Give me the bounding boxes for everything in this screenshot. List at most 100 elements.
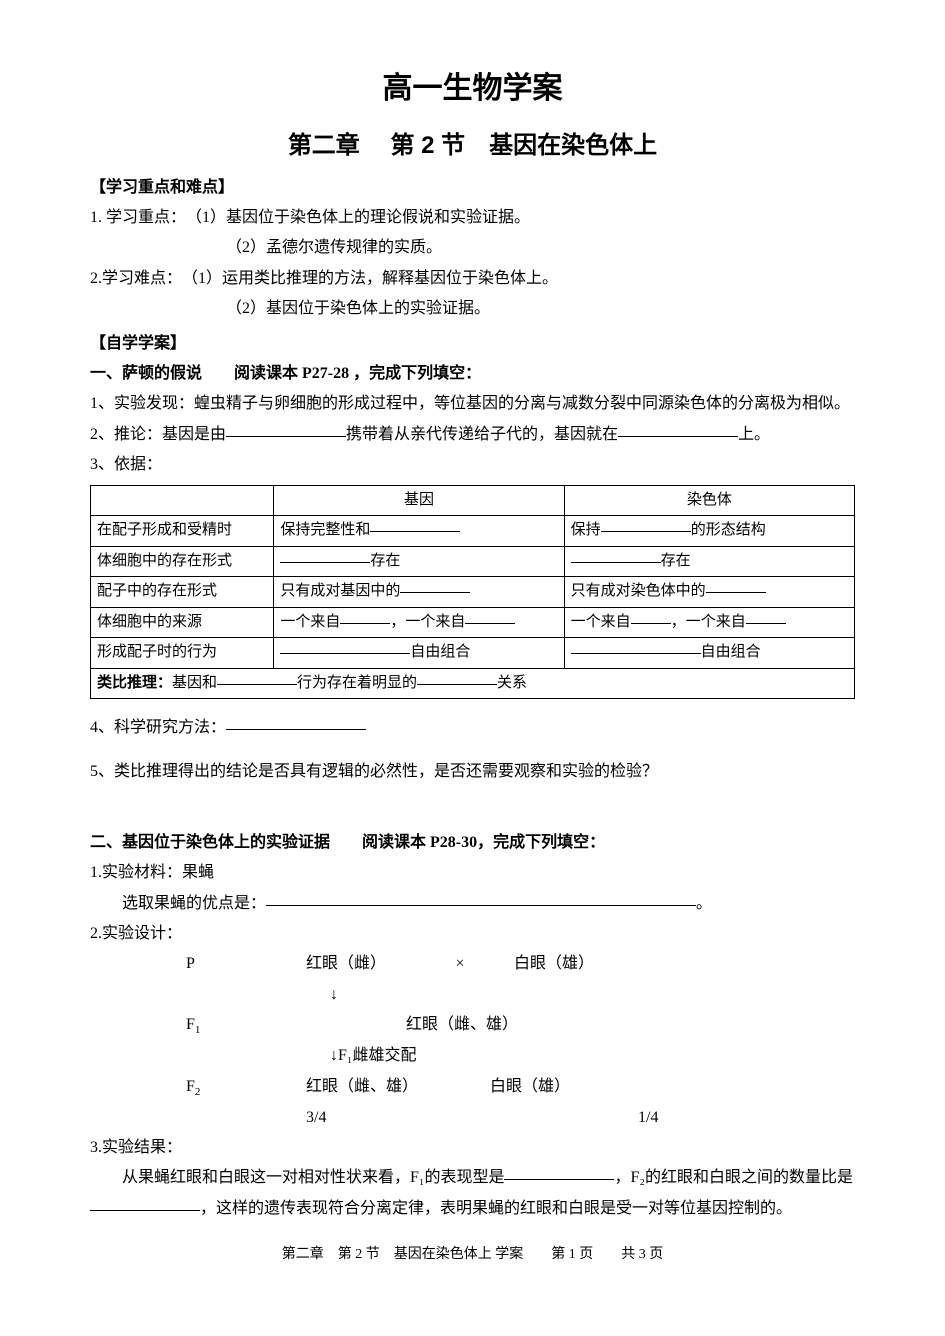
focus-2b: （2）基因位于染色体上的实验证据。 [90, 294, 855, 324]
text: 行为存在着明显的 [297, 675, 417, 691]
spacer [90, 743, 855, 757]
sec1-2b: 携带着从亲代传递给子代的，基因就在 [346, 426, 618, 443]
doc-title: 高一生物学案 [90, 60, 855, 117]
blank [746, 608, 786, 624]
heading-focus: 【学习重点和难点】 [90, 173, 855, 203]
text: 存在 [370, 553, 400, 569]
cross-diagram: P 红眼（雌） × 白眼（雄） ↓ F1 红眼（雌、雄） ↓F₁雌雄交配 F2 … [90, 949, 855, 1133]
blank [601, 516, 691, 532]
table-cell: 存在 [274, 546, 564, 577]
blank [266, 889, 696, 906]
text: 只有成对基因中的 [280, 583, 400, 599]
table-cell: 形成配子时的行为 [91, 638, 274, 669]
table-cell [91, 485, 274, 516]
text: 保持 [571, 522, 601, 538]
text: ，这样的遗传表现符合分离定律，表明果蝇的红眼和白眼是受一对等位基因控制的。 [200, 1200, 792, 1217]
blank [465, 608, 515, 624]
blank [226, 420, 346, 437]
blank [504, 1163, 614, 1180]
cross-p-content: 红眼（雌） × 白眼（雄） [306, 949, 855, 979]
table-cell: 在配子形成和受精时 [91, 516, 274, 547]
table-cell: 存在 [564, 546, 854, 577]
table-cell: 一个来自 ，一个来自 [564, 607, 854, 638]
blank [706, 577, 766, 593]
blank [370, 516, 460, 532]
text: 。 [696, 895, 712, 912]
cross-ratio: 3/4 1/4 [90, 1103, 855, 1133]
sec2-2: 2.实验设计： [90, 919, 855, 949]
text: 一个来自 [571, 614, 631, 630]
text: F [186, 1078, 195, 1095]
doc-subtitle: 第二章 第 2 节 基因在染色体上 [90, 123, 855, 169]
section2-heading: 二、基因位于染色体上的实验证据 阅读课本 P28-30，完成下列填空： [90, 828, 855, 858]
heading-self: 【自学学案】 [90, 329, 855, 359]
cross-f2-content: 红眼（雌、雄） 白眼（雄） [306, 1072, 855, 1103]
blank [280, 638, 410, 654]
table-cell: 保持 的形态结构 [564, 516, 854, 547]
text: 白眼（雄） [484, 949, 594, 979]
blank [571, 638, 701, 654]
table-cell-conclusion: 类比推理：基因和 行为存在着明显的 关系 [91, 668, 855, 699]
table-cell: 一个来自，一个来自 [274, 607, 564, 638]
sec1-item2: 2、推论：基因是由携带着从亲代传递给子代的，基因就在上。 [90, 420, 855, 450]
sec1-item1: 1、实验发现：蝗虫精子与卵细胞的形成过程中，等位基因的分离与减数分裂中同源染色体… [90, 389, 855, 419]
sec2-3: 3.实验结果： [90, 1133, 855, 1163]
blank [618, 420, 738, 437]
sec1-item3: 3、依据： [90, 450, 855, 480]
text: 关系 [497, 675, 527, 691]
comparison-table: 基因 染色体 在配子形成和受精时 保持完整性和 保持的形态结构 体细胞中的存在形… [90, 485, 855, 700]
spacer [90, 788, 855, 828]
text: 从果蝇红眼和白眼这一对相对性状来看，F₁的表现型是 [122, 1169, 504, 1186]
text: 的形态结构 [691, 522, 766, 538]
text: 选取果蝇的优点是： [122, 895, 266, 912]
ratio-2: 1/4 [366, 1103, 658, 1133]
sub: 1 [195, 1024, 201, 1036]
blank [340, 608, 390, 624]
label-p: P [90, 949, 306, 979]
blank [571, 547, 661, 563]
table-cell: 自由组合 [564, 638, 854, 669]
arrow-1: ↓ [90, 980, 855, 1010]
cross-p: P 红眼（雌） × 白眼（雄） [90, 949, 855, 979]
text: 红眼（雌、雄） [306, 1072, 486, 1102]
focus-2a: 2.学习难点： （1）运用类比推理的方法，解释基因位于染色体上。 [90, 264, 855, 294]
cross-f1-content: 红眼（雌、雄） [306, 1010, 855, 1041]
sub: 2 [195, 1086, 201, 1098]
page: 高一生物学案 第二章 第 2 节 基因在染色体上 【学习重点和难点】 1. 学习… [0, 0, 945, 1309]
blank [400, 577, 470, 593]
table-cell: 配子中的存在形式 [91, 577, 274, 608]
blank [280, 547, 370, 563]
table-cell: 体细胞中的存在形式 [91, 546, 274, 577]
text: 红眼（雌） [306, 949, 436, 979]
sec1-item4: 4、科学研究方法： [90, 713, 855, 743]
blank [90, 1194, 200, 1211]
text: 保持完整性和 [280, 522, 370, 538]
table-cell: 体细胞中的来源 [91, 607, 274, 638]
table-cell: 保持完整性和 [274, 516, 564, 547]
table-cell: 自由组合 [274, 638, 564, 669]
cross-f2: F2 红眼（雌、雄） 白眼（雄） [90, 1072, 855, 1103]
table-header-gene: 基因 [274, 485, 564, 516]
text: 4、科学研究方法： [90, 719, 226, 736]
text: ，一个来自 [390, 614, 465, 630]
sec1-item5: 5、类比推理得出的结论是否具有逻辑的必然性，是否还需要观察和实验的检验？ [90, 757, 855, 787]
text: 类比推理： [97, 675, 172, 691]
text: 自由组合 [410, 644, 470, 660]
text: 只有成对染色体中的 [571, 583, 706, 599]
blank [217, 669, 297, 685]
text: ，一个来自 [671, 614, 746, 630]
table-cell: 只有成对染色体中的 [564, 577, 854, 608]
text: F [186, 1016, 195, 1033]
label-f2: F2 [90, 1072, 306, 1103]
text: 基因和 [172, 675, 217, 691]
sec1-2c: 上。 [738, 426, 770, 443]
focus-1a: 1. 学习重点： （1）基因位于染色体上的理论假说和实验证据。 [90, 203, 855, 233]
text: 存在 [661, 553, 691, 569]
cross-f1: F1 红眼（雌、雄） [90, 1010, 855, 1041]
cross-symbol: × [440, 949, 480, 979]
blank [631, 608, 671, 624]
arrow-2: ↓F₁雌雄交配 [90, 1041, 855, 1071]
table-cell: 只有成对基因中的 [274, 577, 564, 608]
spacer [90, 699, 855, 713]
label-f1: F1 [90, 1010, 306, 1041]
